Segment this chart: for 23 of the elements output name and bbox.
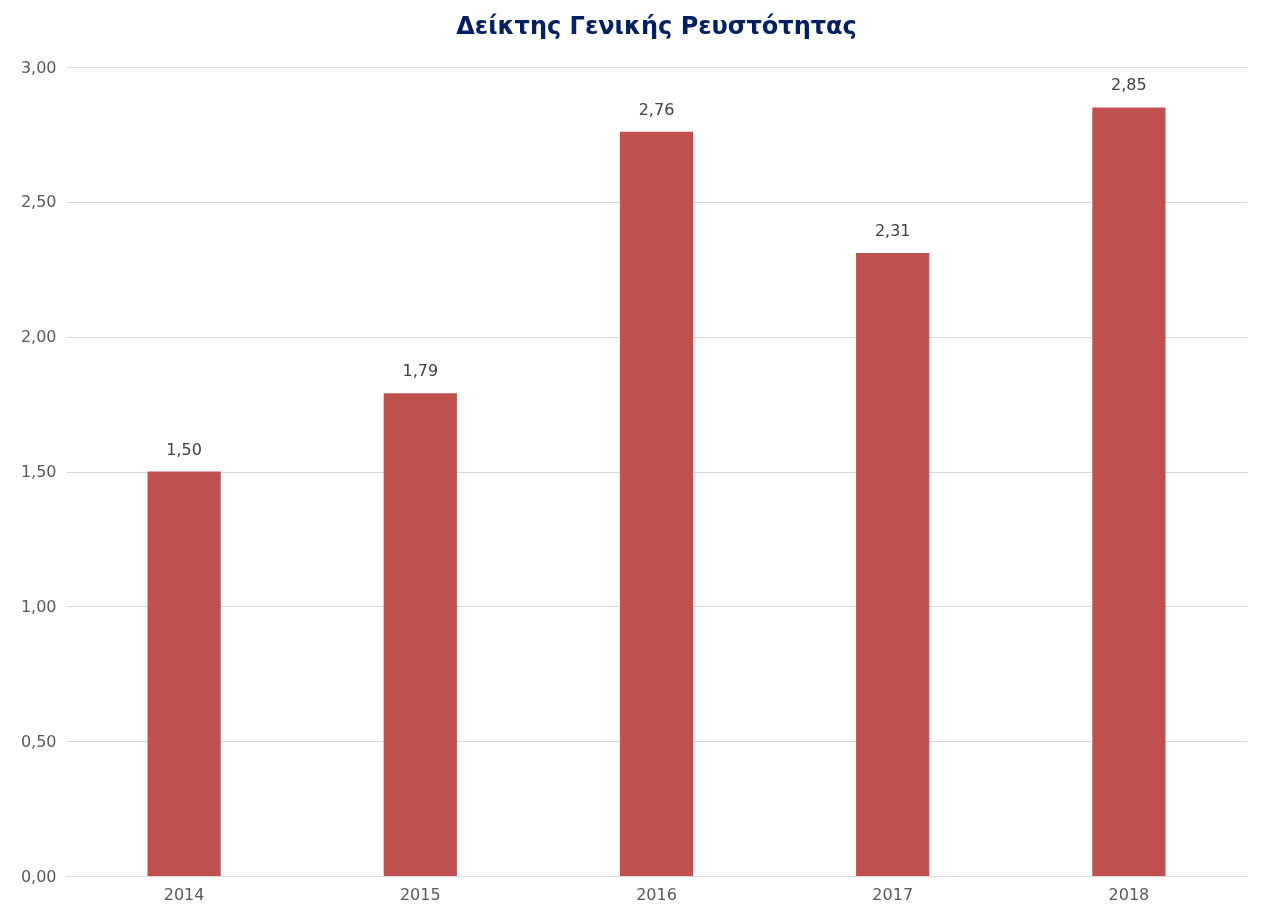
x-tick-label: 2014	[163, 884, 205, 904]
y-tick-label: 2,00	[20, 327, 57, 347]
y-tick-label: 0,00	[20, 866, 57, 886]
x-tick-label: 2018	[1108, 884, 1150, 904]
x-tick-label: 2015	[399, 884, 441, 904]
data-label: 2,85	[1111, 75, 1147, 95]
y-tick-label: 1,00	[20, 596, 57, 616]
y-tick-label: 2,50	[20, 192, 57, 212]
data-label: 2,31	[874, 221, 911, 241]
bar	[1092, 107, 1166, 876]
y-tick-label: 3,00	[20, 57, 57, 77]
y-tick-label: 0,50	[20, 731, 57, 751]
bar	[383, 393, 457, 876]
data-label: 2,76	[638, 99, 675, 119]
bar	[147, 471, 221, 876]
chart-title: Δείκτης Γενικής Ρευστότητας	[456, 12, 857, 40]
data-label: 1,50	[166, 439, 202, 459]
x-tick-label: 2017	[872, 884, 914, 904]
x-tick-label: 2016	[636, 884, 677, 904]
data-label: 1,79	[402, 361, 439, 381]
y-tick-label: 1,50	[20, 462, 57, 481]
bar	[619, 131, 694, 876]
bar	[856, 253, 930, 876]
